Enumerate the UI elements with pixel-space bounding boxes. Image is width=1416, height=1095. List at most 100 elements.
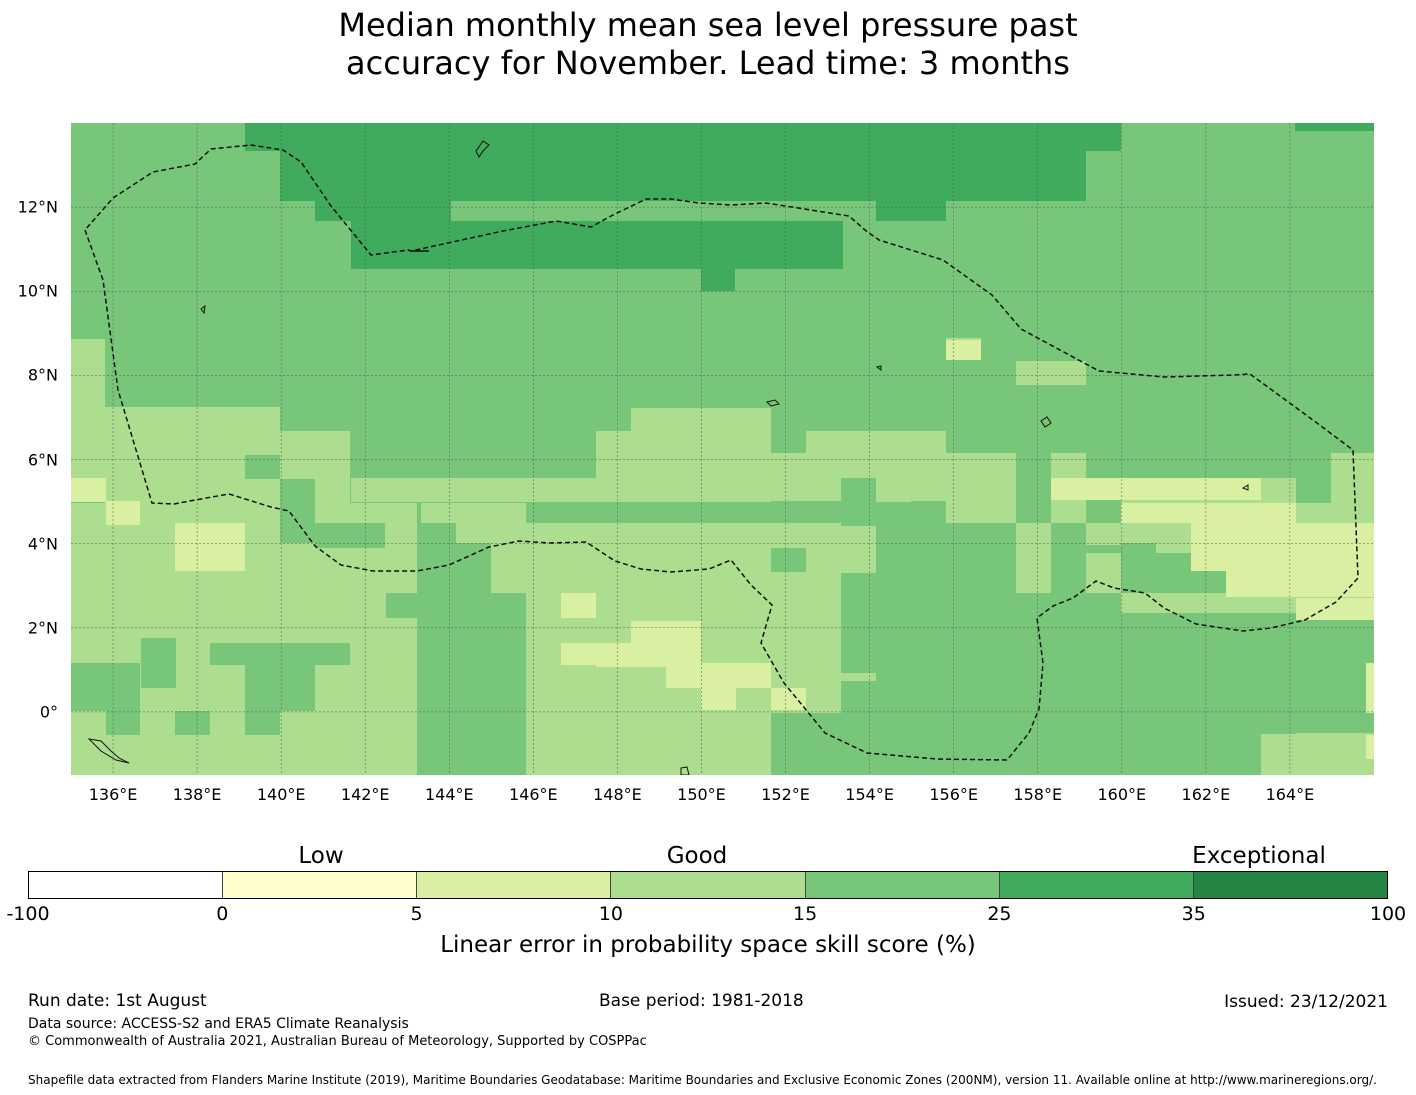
gridlines — [71, 123, 1374, 775]
skill-cell-45 — [106, 663, 140, 735]
skill-cell-64 — [71, 478, 106, 502]
skill-cell-7 — [71, 339, 105, 489]
skill-cell-25 — [1086, 523, 1121, 545]
x-tick-label: 150°E — [677, 785, 726, 804]
x-tick-label: 148°E — [593, 785, 642, 804]
skill-cell-75 — [1121, 503, 1296, 523]
title-line-1: Median monthly mean sea level pressure p… — [338, 6, 1078, 44]
eez-boundary — [84, 144, 1359, 761]
base-period: Base period: 1981-2018 — [599, 991, 804, 1011]
skill-cell-57 — [1051, 643, 1191, 775]
issued-date: Issued: 23/12/2021 — [1224, 992, 1388, 1012]
skill-cell-36 — [1016, 361, 1086, 385]
colorbar-segment — [1193, 872, 1387, 898]
skill-cell-38 — [245, 455, 280, 479]
x-tick-label: 144°E — [424, 785, 474, 804]
colorbar-segment — [29, 872, 224, 898]
colorbar-tick-label: 100 — [1369, 903, 1407, 925]
map-canvas — [71, 123, 1374, 775]
colorbar-tick-label: 0 — [216, 903, 229, 925]
legend-category-exceptional: Exceptional — [1192, 843, 1326, 869]
skill-cell-0 — [245, 123, 1121, 151]
skill-cell-6 — [1295, 123, 1374, 131]
x-tick-label: 136°E — [88, 785, 138, 804]
skill-cell-55 — [771, 713, 876, 775]
y-tick-label: 12°N — [17, 197, 58, 217]
title-line-2: accuracy for November. Lead time: 3 mont… — [346, 44, 1070, 82]
skill-cell-14 — [631, 408, 771, 432]
skill-cell-50 — [245, 711, 280, 735]
skill-cell-41 — [315, 523, 385, 548]
legend-category-good: Good — [666, 843, 728, 869]
x-tick-label: 160°E — [1097, 785, 1147, 804]
run-date: Run date: 1st August — [28, 991, 207, 1011]
skill-cell-63 — [1051, 523, 1086, 545]
y-tick-label: 4°N — [27, 534, 58, 554]
skill-cell-51 — [771, 548, 806, 572]
skill-cell-79 — [1366, 663, 1374, 713]
skill-cell-39 — [280, 479, 315, 503]
colorbar-tick-label: 10 — [598, 903, 623, 925]
skill-cell-70 — [561, 643, 596, 665]
islands — [87, 140, 1249, 775]
skill-cell-32 — [1121, 593, 1331, 613]
skill-cells — [71, 123, 1374, 775]
skill-cell-77 — [1226, 571, 1374, 597]
copyright: © Commonwealth of Australia 2021, Austra… — [28, 1034, 647, 1049]
skill-cell-81 — [946, 340, 981, 360]
colorbar-tick-label: 25 — [987, 903, 1012, 925]
skill-cell-80 — [1366, 735, 1374, 759]
skill-cell-4 — [701, 221, 735, 291]
skill-cell-40 — [280, 503, 315, 543]
x-tick-label: 146°E — [509, 785, 558, 804]
y-tick-label: 8°N — [27, 365, 58, 385]
skill-cell-78 — [1296, 598, 1374, 620]
x-tick-label: 154°E — [845, 785, 894, 804]
skill-cell-5 — [876, 173, 946, 221]
chart-title: Median monthly mean sea level pressure p… — [0, 6, 1416, 82]
skill-cell-44 — [71, 663, 106, 711]
skill-cell-47 — [210, 643, 350, 665]
skill-cell-61 — [1261, 688, 1296, 734]
skill-cell-66 — [175, 523, 245, 571]
shapefile-credit: Shapefile data extracted from Flanders M… — [28, 1073, 1377, 1087]
skill-cell-76 — [1191, 523, 1374, 571]
x-tick-label: 138°E — [172, 785, 222, 804]
colorbar-segment — [417, 872, 612, 898]
skill-cell-2 — [315, 173, 451, 221]
x-tick-label: 162°E — [1181, 785, 1231, 804]
colorbar-segment — [999, 872, 1194, 898]
skill-cell-43 — [386, 593, 456, 618]
y-tick-label: 10°N — [17, 281, 58, 301]
x-tick-label: 152°E — [761, 785, 810, 804]
skill-cell-34 — [1261, 733, 1374, 775]
skill-cell-26 — [1086, 553, 1121, 593]
skill-cell-73 — [771, 688, 806, 710]
skill-cell-46 — [141, 638, 176, 688]
y-tick-label: 2°N — [27, 618, 58, 638]
x-tick-label: 142°E — [340, 785, 390, 804]
skill-cell-67 — [561, 593, 596, 618]
skill-cell-17 — [946, 453, 1016, 525]
y-tick-label: 0° — [39, 702, 58, 722]
colorbar-segment — [223, 872, 418, 898]
y-tick-label: 6°N — [27, 450, 58, 470]
x-tick-label: 140°E — [256, 785, 306, 804]
skill-cell-3 — [351, 221, 843, 269]
skill-score-map — [71, 123, 1374, 775]
colorbar-label: Linear error in probability space skill … — [440, 932, 976, 958]
colorbar-tick-label: 5 — [410, 903, 423, 925]
skill-cell-62 — [1086, 595, 1121, 620]
x-tick-label: 164°E — [1265, 785, 1315, 804]
legend-category-low: Low — [298, 843, 344, 869]
skill-cell-69 — [631, 621, 701, 645]
colorbar-segment — [805, 872, 1000, 898]
skill-cell-49 — [175, 711, 210, 735]
x-tick-label: 158°E — [1013, 785, 1063, 804]
skill-cell-48 — [245, 663, 315, 711]
colorbar — [28, 871, 1388, 899]
x-tick-label: 156°E — [929, 785, 978, 804]
skill-cell-74 — [1051, 478, 1261, 500]
colorbar-segment — [611, 872, 806, 898]
skill-cell-42 — [421, 523, 456, 571]
